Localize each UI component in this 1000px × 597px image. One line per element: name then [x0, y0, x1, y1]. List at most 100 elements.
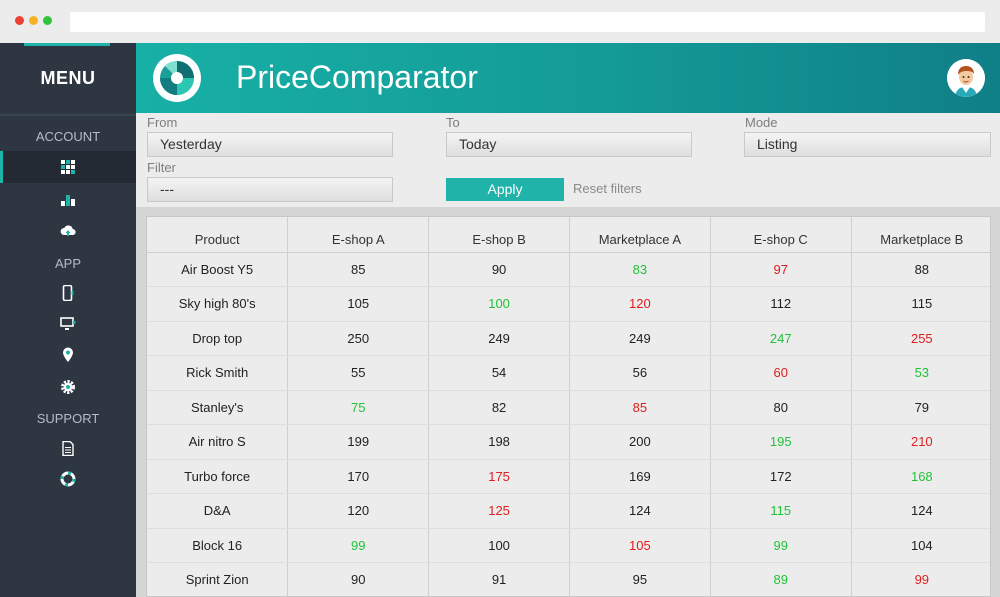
column-header[interactable]: E-shop B	[428, 217, 570, 253]
section-label-support: SUPPORT	[36, 411, 100, 426]
price-table-container: Product E-shop A E-shop B Marketplace A E-sh…	[146, 216, 991, 597]
sidebar-item-location[interactable]	[0, 339, 136, 371]
price-cell: 95	[569, 562, 711, 596]
section-label-app: APP	[54, 256, 81, 271]
price-cell: 250	[287, 321, 430, 356]
from-select[interactable]: Yesterday	[147, 132, 393, 157]
price-cell: 124	[851, 493, 990, 529]
address-bar[interactable]	[70, 12, 985, 32]
price-cell: 88	[851, 252, 990, 287]
mode-select[interactable]: Listing	[744, 132, 991, 157]
sidebar-item-cloud[interactable]	[0, 215, 136, 247]
minimize-window-button[interactable]	[29, 16, 38, 25]
price-cell: 120	[287, 493, 430, 529]
location-pin-icon	[60, 347, 76, 363]
filter-input[interactable]: ---	[147, 177, 393, 202]
document-icon	[60, 440, 76, 456]
table-header-row: Product E-shop A E-shop B Marketplace A E-sh…	[147, 217, 990, 253]
product-name-cell: Stanley's	[147, 390, 289, 425]
apply-button[interactable]: Apply	[446, 178, 564, 201]
column-header[interactable]: E-shop A	[287, 217, 430, 253]
browser-chrome	[0, 0, 1000, 43]
mobile-icon	[60, 285, 76, 301]
price-cell: 115	[710, 493, 852, 529]
price-cell: 175	[428, 459, 570, 494]
sidebar-item-docs[interactable]	[0, 432, 136, 464]
grid-icon	[60, 159, 76, 175]
price-cell: 75	[287, 390, 430, 425]
sidebar-accent-bar	[24, 43, 110, 46]
price-cell: 82	[428, 390, 570, 425]
close-window-button[interactable]	[15, 16, 24, 25]
price-cell: 83	[569, 252, 711, 287]
table-row[interactable]: Sprint Zion 90 91 95 89 99	[147, 562, 990, 596]
table-body: Air Boost Y5 85 90 83 97 88 Sky high 80's 105 10…	[147, 252, 990, 596]
sidebar-item-settings[interactable]	[0, 371, 136, 403]
product-name-cell: Air Boost Y5	[147, 252, 289, 287]
price-cell: 105	[569, 528, 711, 563]
price-cell: 249	[428, 321, 570, 356]
filter-label: Filter	[147, 160, 176, 175]
price-cell: 99	[287, 528, 430, 563]
app-logo-icon	[152, 53, 202, 103]
table-row[interactable]: Block 16 99 100 105 99 104	[147, 528, 990, 563]
product-name-cell: Drop top	[147, 321, 289, 356]
menu-divider	[0, 114, 136, 116]
table-row[interactable]: D&A 120 125 124 115 124	[147, 493, 990, 529]
price-cell: 124	[569, 493, 711, 529]
price-cell: 120	[569, 286, 711, 322]
gear-icon	[60, 379, 76, 395]
user-avatar[interactable]	[947, 59, 985, 97]
app-title: PriceComparator	[236, 59, 478, 95]
to-select[interactable]: Today	[446, 132, 692, 157]
price-cell: 89	[710, 562, 852, 596]
price-cell: 172	[710, 459, 852, 494]
table-row[interactable]: Sky high 80's 105 100 120 112 115	[147, 286, 990, 322]
price-cell: 100	[428, 528, 570, 563]
sidebar-item-stats[interactable]	[0, 183, 136, 215]
section-label-account: ACCOUNT	[35, 129, 101, 144]
column-header[interactable]: Marketplace A	[569, 217, 711, 253]
table-row[interactable]: Rick Smith 55 54 56 60 53	[147, 355, 990, 391]
table-row[interactable]: Stanley's 75 82 85 80 79	[147, 390, 990, 425]
price-cell: 55	[287, 355, 430, 391]
column-header[interactable]: Marketplace B	[851, 217, 990, 253]
price-cell: 100	[428, 286, 570, 322]
sidebar-item-help[interactable]	[0, 463, 136, 495]
lifebuoy-icon	[60, 471, 76, 487]
product-name-cell: Turbo force	[147, 459, 289, 494]
filter-panel: From Yesterday To Today Mode Listing Fil…	[136, 113, 1000, 207]
maximize-window-button[interactable]	[43, 16, 52, 25]
sidebar-item-mobile[interactable]	[0, 277, 136, 309]
menu-title: MENU	[40, 68, 96, 88]
to-label: To	[446, 115, 460, 130]
table-row[interactable]: Turbo force 170 175 169 172 168	[147, 459, 990, 494]
column-header[interactable]: Product	[147, 217, 289, 253]
product-name-cell: Sprint Zion	[147, 562, 289, 596]
table-row[interactable]: Air nitro S 199 198 200 195 210	[147, 424, 990, 460]
app-header: PriceComparator	[136, 43, 1000, 113]
price-cell: 97	[710, 252, 852, 287]
price-cell: 195	[710, 424, 852, 460]
price-cell: 60	[710, 355, 852, 391]
price-cell: 198	[428, 424, 570, 460]
sidebar-item-desktop[interactable]	[0, 308, 136, 340]
price-cell: 200	[569, 424, 711, 460]
table-row[interactable]: Air Boost Y5 85 90 83 97 88	[147, 252, 990, 287]
price-cell: 99	[710, 528, 852, 563]
sidebar-item-grid[interactable]	[0, 151, 136, 183]
price-cell: 247	[710, 321, 852, 356]
price-cell: 79	[851, 390, 990, 425]
price-cell: 104	[851, 528, 990, 563]
price-cell: 53	[851, 355, 990, 391]
column-header[interactable]: E-shop C	[710, 217, 852, 253]
product-name-cell: Rick Smith	[147, 355, 289, 391]
product-name-cell: D&A	[147, 493, 289, 529]
reset-filters-link[interactable]: Reset filters	[573, 181, 642, 196]
price-cell: 125	[428, 493, 570, 529]
price-cell: 199	[287, 424, 430, 460]
table-row[interactable]: Drop top 250 249 249 247 255	[147, 321, 990, 356]
monitor-icon	[60, 316, 76, 332]
price-cell: 168	[851, 459, 990, 494]
main-content: Product E-shop A E-shop B Marketplace A E-sh…	[136, 207, 1000, 597]
